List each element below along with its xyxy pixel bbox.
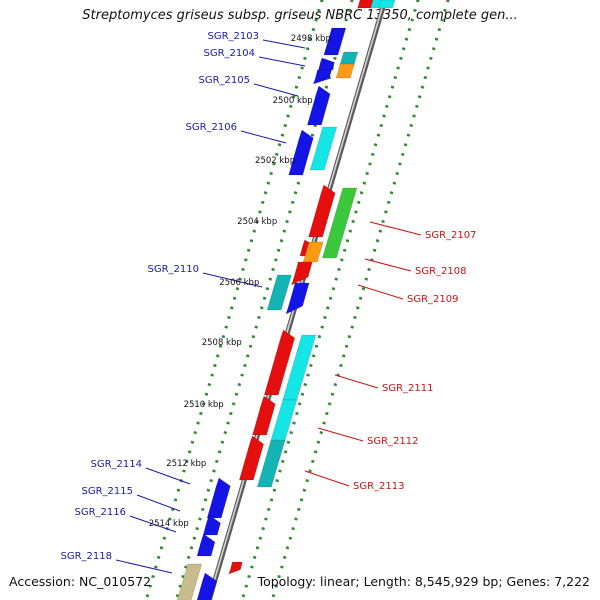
gene-label-sgr-2103[interactable]: SGR_2103	[208, 31, 260, 42]
tick-label: 2498 kbp	[291, 34, 331, 44]
track-right-inner	[240, 0, 420, 600]
gene-top-cyan-2[interactable]	[378, 0, 396, 9]
gene-label-sgr-2107[interactable]: SGR_2107	[425, 230, 477, 241]
track-left-inner	[174, 0, 354, 600]
gene-sgr-2112[interactable]	[270, 399, 298, 443]
gene-sgr-2106[interactable]	[288, 129, 314, 176]
gene-label-sgr-2113[interactable]: SGR_2113	[353, 481, 405, 492]
scale-ticks: 2498 kbp 2500 kbp 2502 kbp 2504 kbp 2506 kbp…	[149, 34, 331, 529]
gene-label-sgr-2106[interactable]: SGR_2106	[186, 122, 238, 133]
tick-label: 2514 kbp	[149, 519, 189, 529]
tick-label: 2500 kbp	[273, 96, 313, 106]
tick-label: 2510 kbp	[184, 400, 224, 410]
gene-sgr-2107[interactable]	[322, 187, 358, 259]
gene-sgr-2113[interactable]	[256, 439, 286, 488]
leader-sgr_2111	[334, 374, 379, 389]
tick-label: 2502 kbp	[255, 156, 295, 166]
leader-sgr_2107	[369, 221, 422, 236]
leader-sgr_2104	[258, 56, 306, 67]
leader-sgr_2113	[304, 470, 350, 487]
topology-summary: Topology: linear; Length: 8,545,929 bp; …	[257, 574, 590, 589]
leader-sgr_2110	[202, 272, 263, 288]
gene-labels[interactable]: SGR_2103 SGR_2104 SGR_2105 SGR_2106 SGR_2107…	[61, 31, 477, 562]
gene-label-sgr-2104[interactable]: SGR_2104	[204, 48, 256, 59]
gene-label-sgr-2115[interactable]: SGR_2115	[82, 486, 134, 497]
tick-label: 2506 kbp	[219, 278, 259, 288]
leader-sgr_2116	[129, 515, 177, 533]
gene-label-sgr-2105[interactable]: SGR_2105	[199, 75, 251, 86]
map-title: Streptomyces griseus subsp. griseus NBRC…	[82, 8, 518, 23]
leader-sgr_2109	[357, 284, 404, 300]
tick-label: 2512 kbp	[166, 459, 206, 469]
gene-features[interactable]	[176, 0, 396, 600]
tick-label: 2504 kbp	[237, 217, 277, 227]
leader-sgr_2106	[240, 130, 287, 144]
tick-label: 2508 kbp	[202, 338, 242, 348]
gene-sgr-2104-arrow-2[interactable]	[312, 69, 332, 85]
gene-sgr-2107-red[interactable]	[308, 184, 336, 238]
gene-label-sgr-2109[interactable]: SGR_2109	[407, 294, 459, 305]
gene-label-sgr-2112[interactable]: SGR_2112	[367, 436, 419, 447]
gene-sgr-2118[interactable]	[196, 572, 217, 600]
gene-sgr-2104-arrow[interactable]	[318, 57, 335, 71]
gene-label-sgr-2108[interactable]: SGR_2108	[415, 266, 467, 277]
gene-sgr-2115[interactable]	[202, 514, 221, 536]
gene-sgr-2114[interactable]	[206, 477, 231, 519]
leader-sgr_2118	[115, 559, 173, 574]
gene-sgr-2109[interactable]	[291, 261, 313, 286]
gene-sgr-2108[interactable]	[302, 241, 324, 263]
gene-sgr-2116[interactable]	[196, 533, 216, 557]
gene-small-red[interactable]	[228, 561, 243, 575]
gene-sgr-2106-cyan[interactable]	[309, 126, 338, 171]
leader-sgr_2108	[364, 258, 412, 272]
leader-sgr_2112	[317, 427, 364, 442]
accession-text: Accession: NC_010572	[9, 574, 152, 589]
gene-label-sgr-2114[interactable]: SGR_2114	[91, 459, 143, 470]
gene-sgr-2105[interactable]	[307, 85, 331, 126]
gene-label-sgr-2118[interactable]: SGR_2118	[61, 551, 113, 562]
leader-sgr_2105	[253, 83, 299, 97]
gene-label-sgr-2116[interactable]: SGR_2116	[75, 507, 127, 518]
leader-sgr_2115	[136, 494, 181, 512]
leader-sgr_2103	[262, 39, 306, 49]
gene-sgr-2112-red[interactable]	[252, 395, 276, 436]
gene-sgr-2118-tan[interactable]	[176, 563, 203, 600]
gene-label-sgr-2111[interactable]: SGR_2111	[382, 383, 434, 394]
gene-sgr-2104[interactable]	[335, 63, 355, 79]
leader-sgr_2114	[145, 467, 191, 485]
gene-sgr-2113-red[interactable]	[239, 435, 264, 481]
gene-sgr-2110[interactable]	[285, 282, 310, 315]
label-leader-lines	[115, 39, 422, 574]
gene-sgr-2111-red[interactable]	[263, 329, 295, 396]
gene-sgr-2103[interactable]	[323, 27, 347, 56]
gene-label-sgr-2110[interactable]: SGR_2110	[148, 264, 200, 275]
gene-sgr-2110-teal[interactable]	[266, 274, 292, 311]
